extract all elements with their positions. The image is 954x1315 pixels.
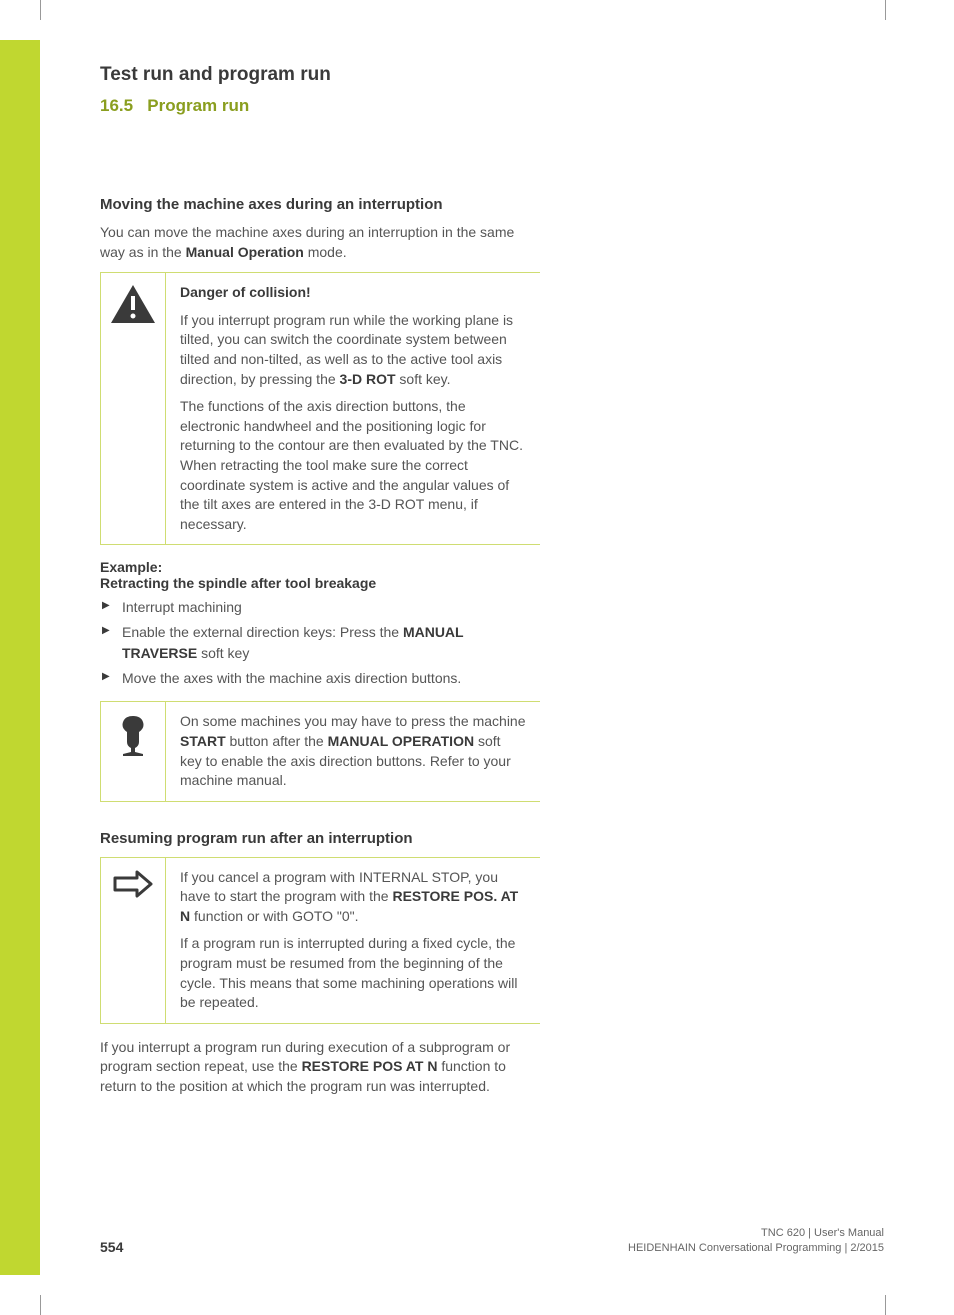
crop-mark xyxy=(40,0,41,20)
text: function or with GOTO "0". xyxy=(190,908,358,924)
footer-line: TNC 620 | User's Manual xyxy=(761,1227,884,1239)
text-bold: 3-D ROT xyxy=(340,371,396,387)
sidebar-accent xyxy=(0,40,40,1275)
text: On some machines you may have to press t… xyxy=(180,713,526,729)
arrow-right-icon xyxy=(101,858,165,910)
list-item: Interrupt machining xyxy=(100,597,540,618)
danger-callout: Danger of collision! If you interrupt pr… xyxy=(100,272,540,545)
list-item: Move the axes with the machine axis dire… xyxy=(100,668,540,689)
chapter-number: 16 xyxy=(54,66,81,94)
text-bold: START xyxy=(180,733,226,749)
paragraph: If you interrupt a program run during ex… xyxy=(100,1038,540,1097)
page-content: 16 Test run and program run 16.5 Program… xyxy=(100,64,884,1275)
chapter-title: Test run and program run xyxy=(100,64,884,86)
main-column: Moving the machine axes during an interr… xyxy=(100,196,540,1097)
text-bold: RESTORE POS AT N xyxy=(302,1058,438,1074)
text: mode. xyxy=(304,244,347,260)
danger-icon xyxy=(101,273,165,335)
page-number: 554 xyxy=(100,1239,123,1255)
list-item: Enable the external direction keys: Pres… xyxy=(100,622,540,664)
text: If a program run is interrupted during a… xyxy=(180,934,526,1012)
machine-note-callout: On some machines you may have to press t… xyxy=(100,701,540,801)
callout-body: On some machines you may have to press t… xyxy=(165,702,540,800)
text: Enable the external direction keys: Pres… xyxy=(122,624,403,640)
danger-title: Danger of collision! xyxy=(180,284,311,300)
text: soft key xyxy=(197,645,249,661)
info-callout: If you cancel a program with INTERNAL ST… xyxy=(100,857,540,1024)
example-steps: Interrupt machining Enable the external … xyxy=(100,597,540,689)
heading-resuming: Resuming program run after an interrupti… xyxy=(100,830,540,847)
machine-icon xyxy=(101,702,165,768)
crop-mark xyxy=(885,1295,886,1315)
text: soft key. xyxy=(396,371,451,387)
section-number: 16.5 xyxy=(100,96,133,115)
text: The functions of the axis direction butt… xyxy=(180,397,526,534)
example-label: Example: xyxy=(100,559,540,575)
callout-body: Danger of collision! If you interrupt pr… xyxy=(165,273,540,544)
page-footer: 554 TNC 620 | User's Manual HEIDENHAIN C… xyxy=(100,1226,884,1255)
crop-mark xyxy=(885,0,886,20)
paragraph: You can move the machine axes during an … xyxy=(100,223,540,262)
text-bold: MANUAL OPERATION xyxy=(328,733,474,749)
section-title: 16.5 Program run xyxy=(100,96,884,116)
heading-moving: Moving the machine axes during an interr… xyxy=(100,196,540,213)
text: button after the xyxy=(226,733,328,749)
crop-mark xyxy=(40,1295,41,1315)
text-bold: Manual Operation xyxy=(186,244,304,260)
footer-line: HEIDENHAIN Conversational Programming | … xyxy=(628,1242,884,1254)
footer-text: TNC 620 | User's Manual HEIDENHAIN Conve… xyxy=(628,1226,884,1255)
callout-body: If you cancel a program with INTERNAL ST… xyxy=(165,858,540,1023)
section-name: Program run xyxy=(147,96,249,115)
example-subtitle: Retracting the spindle after tool breaka… xyxy=(100,575,540,591)
